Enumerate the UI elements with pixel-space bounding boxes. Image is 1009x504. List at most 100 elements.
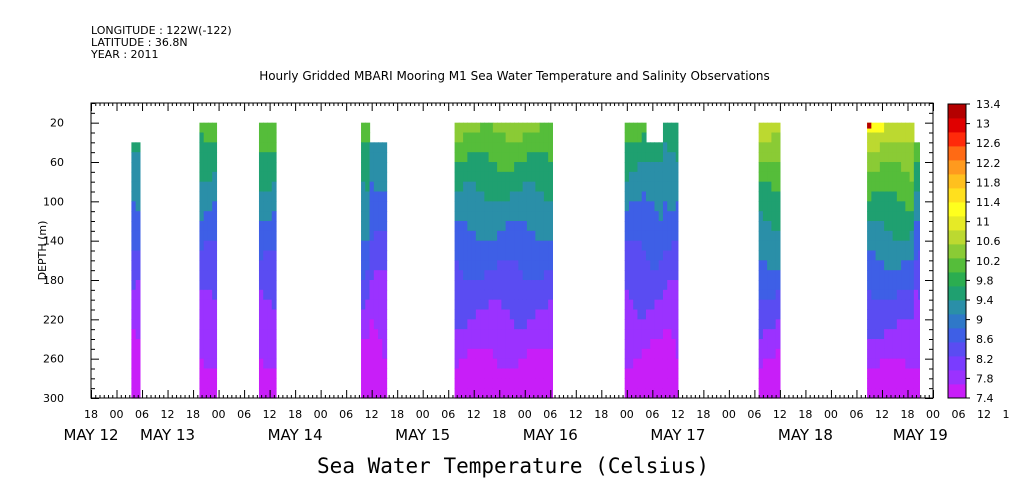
heatmap-cell	[373, 319, 379, 330]
heatmap-cell	[207, 152, 213, 163]
heatmap-cell	[758, 329, 764, 340]
heatmap-cell	[762, 260, 768, 271]
heatmap-cell	[263, 221, 269, 232]
heatmap-cell	[913, 378, 919, 389]
heatmap-cell	[267, 260, 273, 271]
heatmap-cell	[271, 260, 277, 271]
heatmap-cell	[378, 240, 383, 252]
heatmap-cell	[378, 319, 383, 330]
heatmap-cell	[207, 181, 213, 193]
heatmap-cell	[901, 260, 906, 271]
heatmap-cell	[535, 132, 541, 143]
heatmap-cell	[505, 171, 511, 183]
heatmap-cell	[654, 152, 660, 163]
heatmap-cell	[654, 201, 660, 212]
heatmap-cell	[458, 171, 464, 183]
heatmap-cell	[879, 122, 885, 134]
heatmap-cell	[654, 211, 660, 222]
heatmap-cell	[199, 299, 205, 311]
heatmap-cell	[637, 260, 643, 271]
heatmap-cell	[526, 152, 532, 163]
heatmap-cell	[492, 171, 498, 183]
heatmap-cell	[526, 240, 532, 252]
heatmap-cell	[488, 171, 494, 183]
heatmap-cell	[361, 289, 366, 301]
heatmap-cell	[373, 289, 379, 301]
heatmap-cell	[658, 240, 664, 252]
heatmap-cell	[531, 289, 536, 301]
heatmap-cell	[361, 171, 366, 183]
heatmap-cell	[758, 142, 764, 153]
heatmap-cell	[199, 309, 205, 320]
heatmap-cell	[497, 162, 502, 173]
heatmap-cell	[892, 230, 898, 242]
heatmap-cell	[514, 388, 519, 399]
heatmap-cell	[675, 378, 679, 389]
heatmap-cell	[892, 260, 898, 271]
heatmap-cell	[775, 201, 781, 212]
heatmap-cell	[909, 388, 915, 399]
heatmap-cell	[624, 378, 630, 389]
heatmap-cell	[918, 191, 920, 202]
heatmap-cell	[918, 358, 920, 370]
heatmap-cell	[518, 230, 524, 242]
heatmap-cell	[909, 378, 915, 389]
heatmap-cell	[365, 329, 371, 340]
heatmap-cell	[650, 240, 656, 252]
heatmap-cell	[628, 348, 634, 360]
heatmap-cell	[637, 201, 643, 212]
heatmap-cell	[475, 181, 481, 193]
heatmap-cell	[918, 280, 920, 291]
heatmap-cell	[645, 250, 651, 261]
heatmap-cell	[492, 339, 498, 350]
heatmap-cell	[671, 339, 677, 350]
heatmap-cell	[628, 329, 634, 340]
heatmap-cell	[905, 240, 911, 252]
heatmap-cell	[637, 319, 643, 330]
heatmap-cell	[263, 339, 269, 350]
heatmap-cell	[361, 378, 366, 389]
heatmap-cell	[361, 181, 366, 193]
heatmap-cell	[207, 122, 213, 134]
heatmap-cell	[771, 368, 777, 379]
heatmap-cell	[641, 339, 647, 350]
heatmap-cell	[369, 191, 375, 202]
heatmap-cell	[509, 250, 515, 261]
heatmap-cell	[654, 162, 660, 173]
heatmap-cell	[896, 329, 902, 340]
heatmap-cell	[488, 132, 494, 143]
heatmap-cell	[480, 240, 485, 252]
heatmap-cell	[471, 240, 477, 252]
heatmap-cell	[767, 162, 772, 173]
heatmap-cell	[361, 142, 366, 153]
colorbar-tick-label: 13	[976, 118, 990, 131]
heatmap-cell	[637, 221, 643, 232]
heatmap-cell	[480, 309, 485, 320]
heatmap-cell	[463, 368, 468, 379]
heatmap-cell	[501, 162, 507, 173]
heatmap-cell	[263, 211, 269, 222]
heatmap-cell	[633, 280, 639, 291]
heatmap-cell	[645, 378, 651, 389]
heatmap-cell	[888, 171, 894, 183]
heatmap-cell	[267, 250, 273, 261]
heatmap-cell	[526, 211, 532, 222]
heatmap-cell	[514, 191, 519, 202]
heatmap-cell	[662, 289, 668, 301]
heatmap-cell	[624, 191, 630, 202]
heatmap-cell	[650, 142, 656, 153]
heatmap-cell	[497, 201, 502, 212]
heatmap-cell	[263, 181, 269, 193]
heatmap-cell	[543, 132, 549, 143]
heatmap-cell	[896, 339, 902, 350]
heatmap-cell	[771, 358, 777, 370]
heatmap-cell	[767, 280, 772, 291]
heatmap-cell	[641, 270, 647, 281]
heatmap-cell	[497, 339, 502, 350]
heatmap-cell	[365, 250, 371, 261]
x-tick-label: 06	[441, 408, 455, 421]
heatmap-cell	[535, 230, 541, 242]
heatmap-cell	[667, 221, 673, 232]
heatmap-cell	[471, 122, 477, 134]
heatmap-cell	[535, 319, 541, 330]
